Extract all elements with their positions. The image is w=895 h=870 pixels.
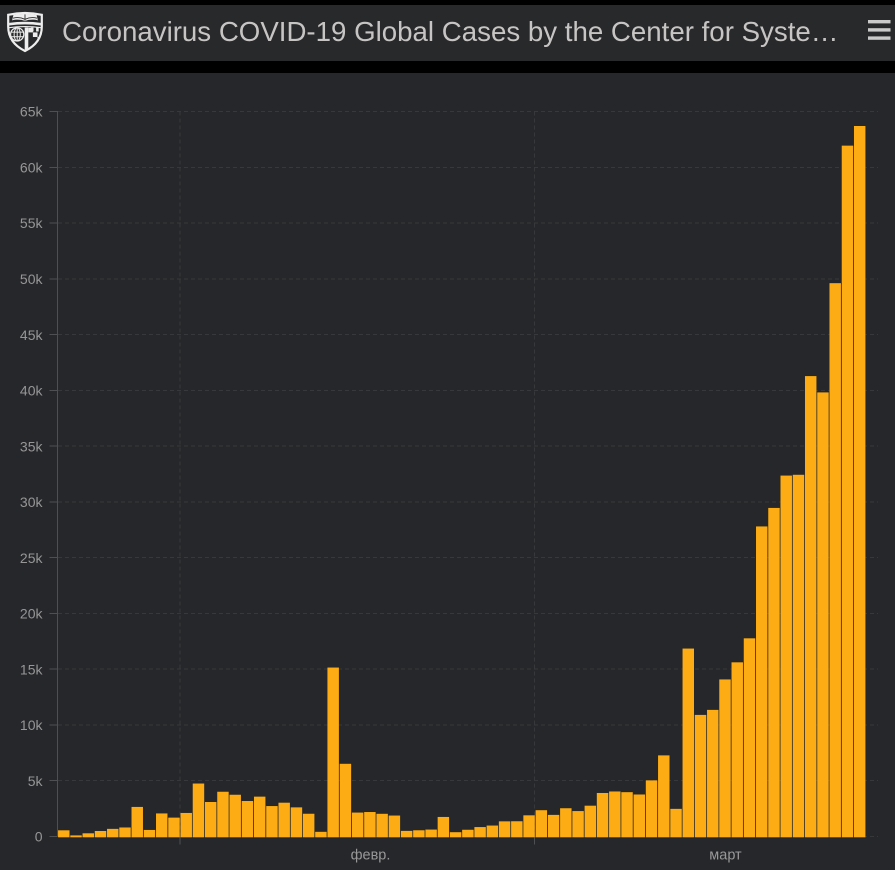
svg-text:20k: 20k <box>20 606 44 622</box>
svg-text:5k: 5k <box>28 773 44 789</box>
svg-text:35k: 35k <box>20 438 44 454</box>
svg-text:45k: 45k <box>20 327 44 343</box>
svg-text:10k: 10k <box>20 717 44 733</box>
svg-text:25k: 25k <box>20 550 44 566</box>
svg-text:0: 0 <box>35 829 43 845</box>
svg-text:55k: 55k <box>20 215 44 231</box>
svg-text:50k: 50k <box>20 271 44 287</box>
svg-text:февр.: февр. <box>351 848 391 864</box>
svg-text:март: март <box>709 848 742 864</box>
svg-text:40k: 40k <box>20 383 44 399</box>
svg-text:65k: 65k <box>20 104 44 120</box>
svg-text:15k: 15k <box>20 661 44 677</box>
svg-text:60k: 60k <box>20 159 44 175</box>
svg-text:30k: 30k <box>20 494 44 510</box>
